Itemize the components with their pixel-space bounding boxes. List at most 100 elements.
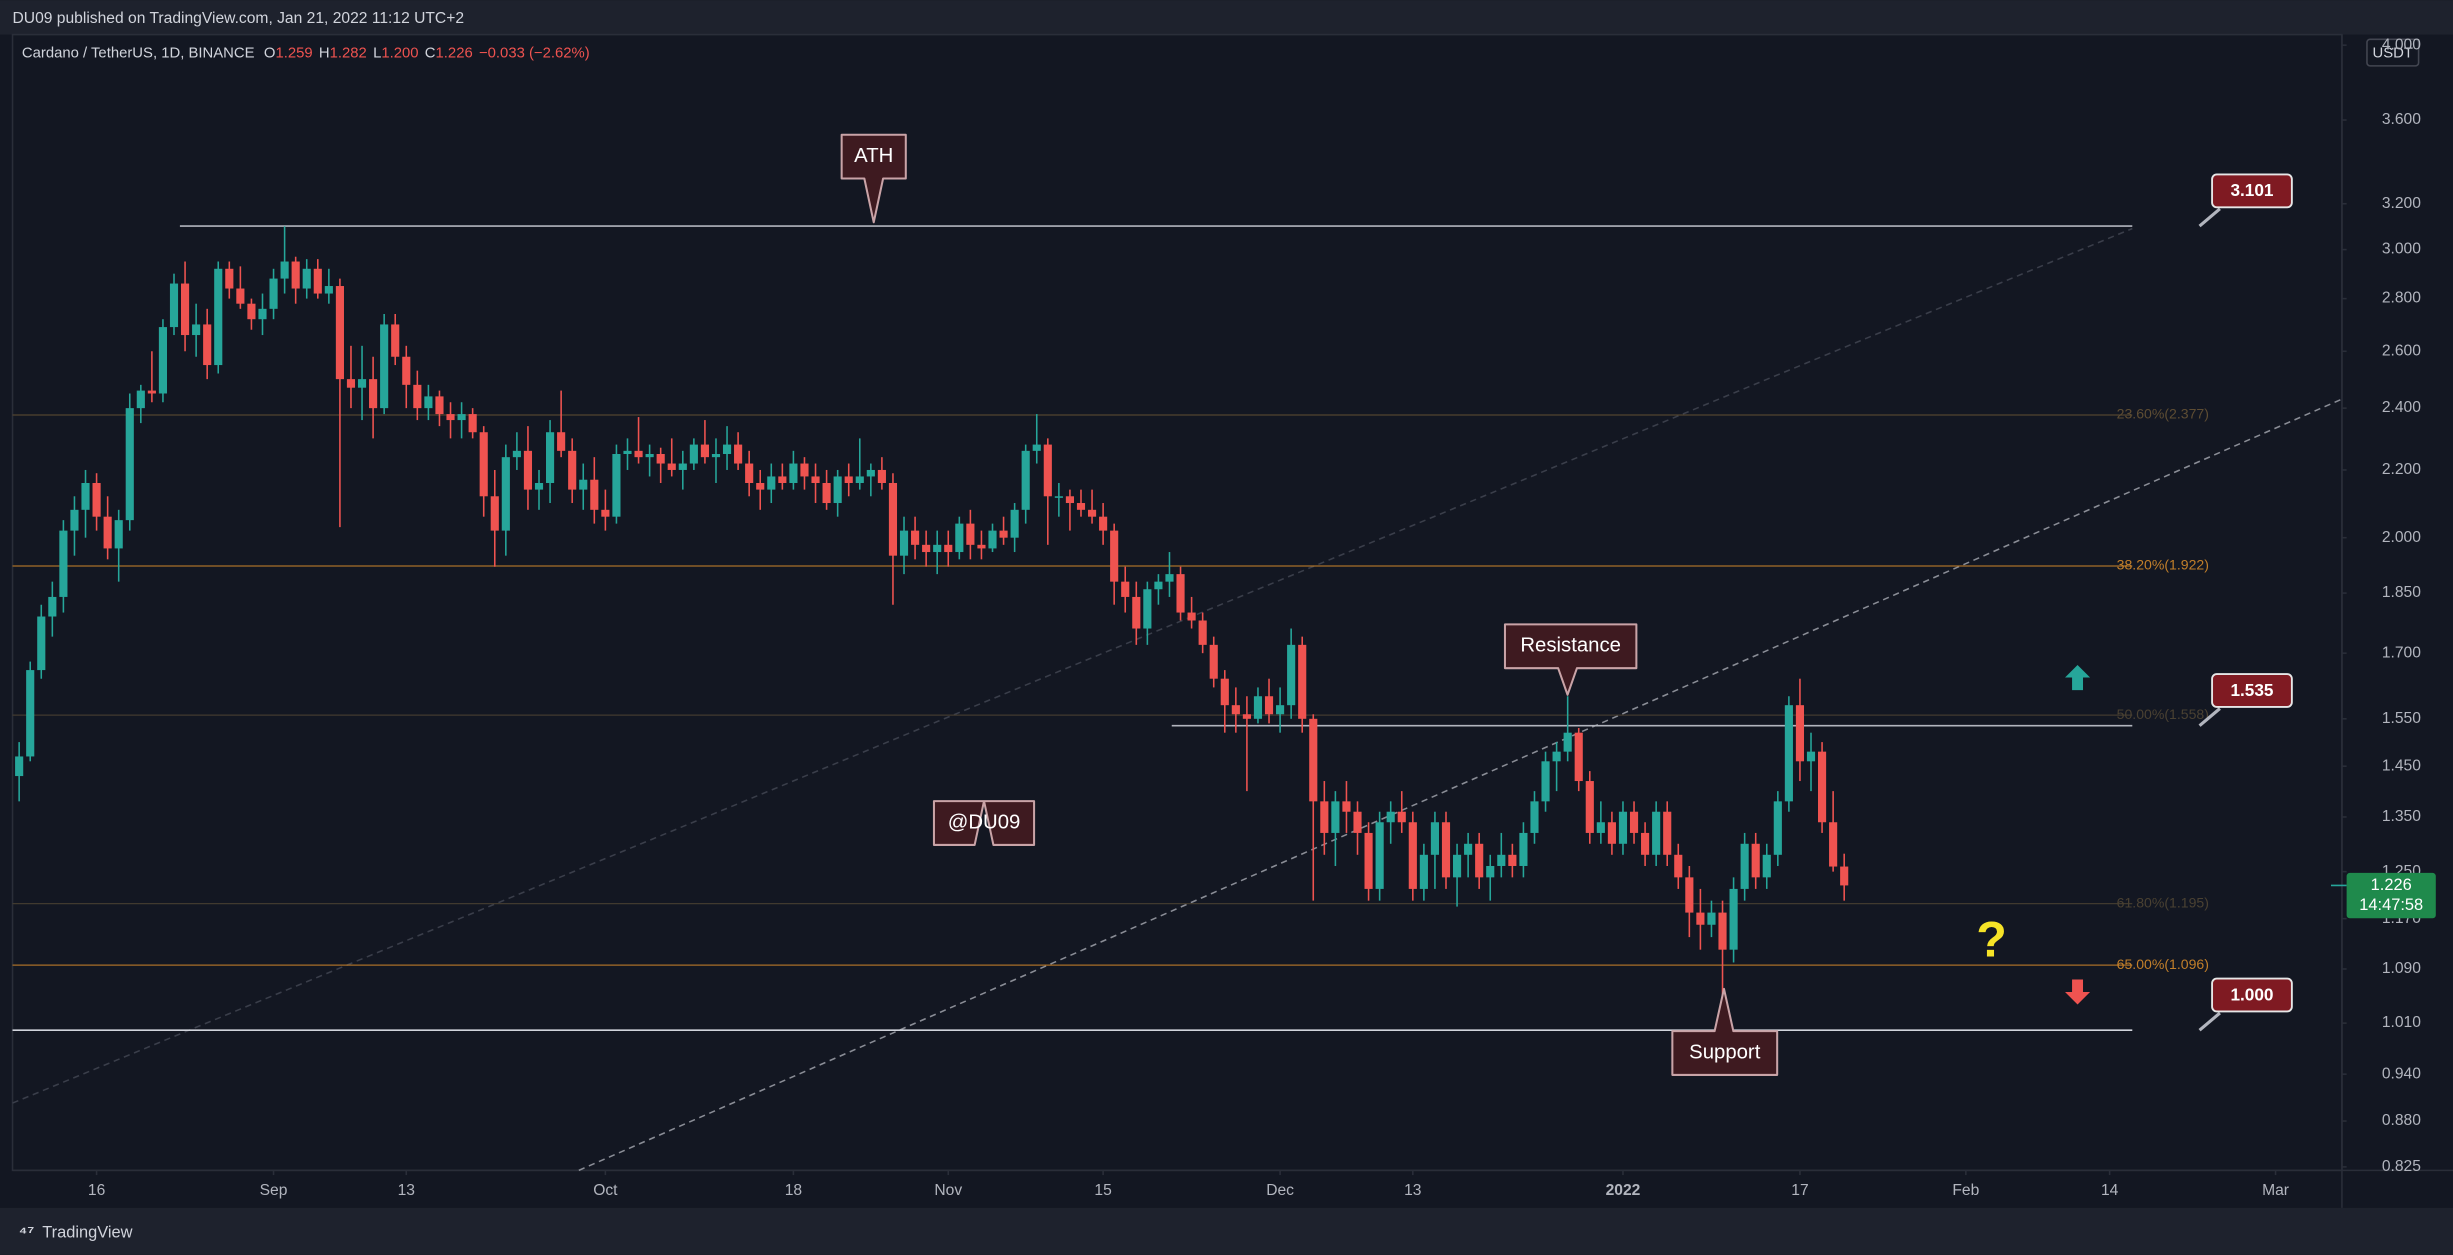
candle-body <box>1530 801 1539 833</box>
candle-body <box>501 457 510 531</box>
candle-body <box>911 530 920 545</box>
x-tick-label: Mar <box>2262 1182 2289 1199</box>
candle-body <box>1629 811 1639 833</box>
candle-body <box>1065 496 1074 504</box>
candle-body <box>1121 581 1130 597</box>
candle-body <box>590 479 599 510</box>
y-tick-label: 1.700 <box>2382 644 2421 661</box>
candle-body <box>1840 866 1849 886</box>
candle-body <box>1110 530 1119 582</box>
candle-body <box>811 476 820 484</box>
x-tick-label: 2022 <box>1606 1182 1641 1199</box>
candle-body <box>457 414 466 421</box>
trend-line <box>12 227 2133 1104</box>
candle-body <box>1309 718 1318 802</box>
legend-value: 1.200 <box>381 45 418 61</box>
candle-body <box>402 356 411 385</box>
candle-body <box>1740 843 1749 889</box>
candle-body <box>92 483 101 517</box>
legend-key: H <box>319 45 330 61</box>
candle-body <box>667 463 676 470</box>
fib-label: 23.60%(2.377) <box>2117 406 2209 422</box>
price-box-label: 1.000 <box>2230 984 2273 1004</box>
currency-button[interactable] <box>2366 38 2420 67</box>
candle-body <box>1132 596 1141 629</box>
candle-body <box>1054 496 1063 498</box>
x-tick-label: 16 <box>88 1182 105 1199</box>
candle-body <box>1087 509 1097 517</box>
y-tick-label: 1.350 <box>2382 808 2421 825</box>
candle-body <box>689 444 698 464</box>
candle-body <box>1486 865 1495 878</box>
candle-body <box>1099 516 1108 531</box>
candle-body <box>203 324 212 366</box>
callout-box <box>1503 623 1638 696</box>
candle-body <box>1430 822 1440 855</box>
candle-body <box>1010 509 1019 538</box>
price-pointer <box>2198 1011 2221 1032</box>
candle-body <box>236 288 245 304</box>
candle-body <box>1762 854 1771 878</box>
last-price-box <box>2346 872 2436 919</box>
y-tick-label: 1.090 <box>2382 960 2421 977</box>
price-box-label: 1.535 <box>2230 680 2273 700</box>
top-bar <box>0 0 2453 35</box>
y-tick-label: 2.400 <box>2382 399 2421 416</box>
x-tick-label: Nov <box>934 1182 962 1199</box>
callout-box <box>932 800 1036 846</box>
candle-body <box>1652 811 1661 855</box>
question-mark: ? <box>1976 912 2007 968</box>
candle-body <box>1452 854 1462 878</box>
candle-body <box>490 496 499 531</box>
candle-body <box>1618 811 1628 844</box>
candle-body <box>523 450 533 490</box>
candle-body <box>169 283 179 328</box>
candle-body <box>1364 832 1373 889</box>
candle-body <box>391 324 400 357</box>
countdown: 14:47:58 <box>2359 896 2423 914</box>
candle-body <box>1331 801 1340 833</box>
legend-change: −0.033 (−2.62%) <box>479 45 590 61</box>
candle-body <box>258 308 267 320</box>
callout-label: @DU09 <box>948 811 1021 833</box>
candle-body <box>26 670 35 757</box>
candle-body <box>346 379 356 388</box>
y-tick-label: 0.940 <box>2382 1065 2421 1082</box>
candle-body <box>833 476 842 504</box>
candle-body <box>103 516 112 549</box>
candle-body <box>1076 503 1086 510</box>
candle-body <box>15 756 24 777</box>
trend-line <box>578 398 2343 1172</box>
candle-body <box>1353 811 1362 833</box>
legend-key: O <box>264 45 276 61</box>
candle-body <box>645 453 654 458</box>
legend-value: 1.259 <box>275 45 312 61</box>
currency[interactable]: USDT <box>2373 45 2413 61</box>
candle-body <box>1596 822 1605 833</box>
y-tick-label: 4.000 <box>2382 36 2421 53</box>
candle-body <box>1475 843 1484 878</box>
y-tick-label: 0.825 <box>2382 1158 2421 1175</box>
candle-body <box>1021 450 1030 510</box>
callout-box <box>1671 987 1779 1076</box>
candle-body <box>745 463 754 484</box>
candle-body <box>756 483 765 490</box>
candle-body <box>999 530 1008 538</box>
candle-body <box>944 544 953 553</box>
candle-body <box>1408 822 1417 889</box>
candle-body <box>977 544 986 549</box>
candle-body <box>1320 801 1329 833</box>
candle-body <box>800 463 809 477</box>
candle-body <box>1663 811 1672 855</box>
candle-body <box>1818 751 1827 823</box>
symbol: Cardano / TetherUS, 1D, BINANCE <box>22 45 255 61</box>
candle-body <box>1497 854 1506 866</box>
candle-body <box>722 444 732 454</box>
candle-body <box>1397 811 1406 823</box>
fib-label: 65.00%(1.096) <box>2117 956 2209 972</box>
candle-body <box>1806 751 1816 762</box>
x-tick-label: 17 <box>1791 1182 1808 1199</box>
candle-body <box>313 268 322 294</box>
